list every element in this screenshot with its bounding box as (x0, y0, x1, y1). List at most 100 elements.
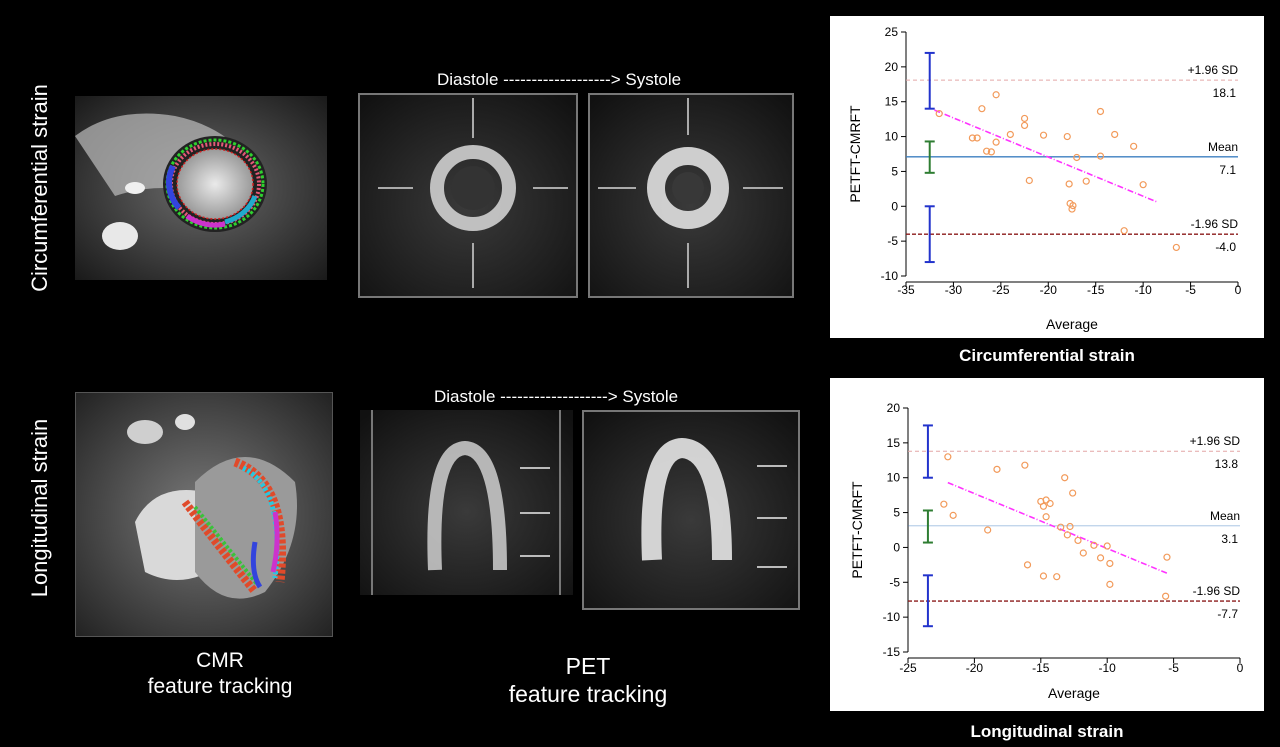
data-point (973, 134, 981, 142)
y-tick-label: -10 (883, 610, 901, 624)
data-point (1096, 554, 1105, 562)
x-tick-label: -10 (1134, 283, 1152, 297)
y-tick-label: 15 (885, 95, 899, 109)
data-point (968, 134, 976, 142)
y-tick-label: 5 (891, 164, 898, 178)
y-tick-label: 15 (887, 436, 901, 450)
pet-title-top: Diastole -------------------> Systole (437, 70, 682, 89)
data-point (1069, 489, 1077, 497)
data-point (1111, 130, 1119, 139)
x-tick-label: 0 (1235, 283, 1242, 297)
data-point (1061, 474, 1069, 482)
mean-value: 7.1 (1219, 163, 1236, 177)
data-point (1069, 201, 1077, 210)
y-axis-label: PETFT-CMRFT (847, 105, 863, 203)
data-point (1063, 132, 1071, 141)
caption-cmr: CMR feature tracking (130, 648, 310, 700)
data-point (1046, 499, 1054, 508)
pet-image-bottom-diastole (360, 410, 573, 595)
data-point (1103, 542, 1111, 550)
data-point (1082, 177, 1090, 185)
pet-title-bottom: Diastole -------------------> Systole (434, 387, 679, 406)
mean-label: Mean (1208, 140, 1238, 154)
data-point (978, 105, 986, 113)
data-point (1074, 536, 1082, 545)
y-tick-label: 5 (893, 506, 900, 520)
chart-caption-circumferential: Circumferential strain (959, 346, 1135, 365)
data-point (1130, 142, 1138, 150)
x-tick-label: -5 (1185, 283, 1196, 297)
x-tick-label: -20 (1040, 283, 1058, 297)
x-tick-label: 0 (1237, 661, 1244, 675)
data-point (1096, 107, 1105, 116)
y-tick-label: -10 (881, 269, 899, 283)
data-point (1039, 502, 1048, 510)
mean-label: Mean (1210, 509, 1240, 523)
data-point (949, 511, 957, 519)
y-tick-label: 10 (887, 471, 901, 485)
data-point (1172, 243, 1180, 252)
caption-pet-line1: PET (565, 653, 611, 679)
pet-image-bottom-systole (582, 410, 800, 610)
x-axis-label: Average (1046, 316, 1098, 332)
data-point (983, 147, 991, 155)
data-point (1039, 572, 1048, 580)
data-point (1106, 580, 1114, 588)
data-point (1096, 152, 1105, 160)
chart-caption-longitudinal: Longitudinal strain (970, 722, 1124, 741)
data-point (1023, 561, 1032, 569)
y-tick-label: 0 (893, 540, 900, 554)
row-label-longitudinal: Longitudinal strain (27, 418, 52, 598)
data-point (940, 500, 948, 508)
y-tick-label: 0 (891, 199, 898, 213)
lower-loa-label: -1.96 SD (1193, 584, 1241, 598)
y-tick-label: -5 (887, 234, 898, 248)
upper-loa-label: +1.96 SD (1188, 63, 1239, 77)
data-point (1163, 553, 1171, 561)
upper-loa-label: +1.96 SD (1190, 434, 1241, 448)
data-point (1039, 131, 1048, 139)
y-tick-label: -5 (889, 575, 900, 589)
x-tick-label: -10 (1099, 661, 1117, 675)
data-point (993, 465, 1001, 473)
data-point (1057, 523, 1065, 531)
data-point (1025, 176, 1033, 185)
data-point (1006, 130, 1014, 139)
y-tick-label: 25 (885, 25, 899, 39)
data-point (935, 109, 943, 118)
x-tick-label: -15 (1087, 283, 1105, 297)
y-tick-label: -15 (883, 645, 901, 659)
upper-loa-value: 18.1 (1213, 86, 1237, 100)
x-axis-label: Average (1048, 685, 1100, 701)
data-point (1020, 114, 1029, 123)
caption-cmr-line1: CMR (196, 649, 244, 672)
x-tick-label: -15 (1032, 661, 1050, 675)
data-point (992, 138, 1000, 146)
pet-image-top-systole (588, 93, 794, 298)
chart-svg-circumferential: -10 -5 0 5 10 15 20 25 -35 -30 -25 -20 -15 -10 -5 0 Aver… (847, 25, 1242, 332)
row-label-circumferential: Circumferential strain (27, 84, 52, 292)
lower-loa-value: -4.0 (1215, 240, 1236, 254)
y-tick-label: 10 (885, 130, 899, 144)
data-point (1106, 559, 1114, 568)
lower-loa-value: -7.7 (1217, 607, 1238, 621)
caption-pet: PET feature tracking (478, 652, 698, 708)
bland-altman-chart-circumferential: -10 -5 0 5 10 15 20 25 -35 -30 -25 -20 -15 -10 -5 0 Aver… (830, 16, 1264, 338)
data-point (1120, 227, 1128, 235)
data-point (984, 526, 992, 534)
mean-value: 3.1 (1221, 532, 1238, 546)
bland-altman-chart-longitudinal: -15 -10 -5 0 5 10 15 20 -25 -20 -15 -10 -5 0 Average PE… (830, 378, 1264, 711)
data-point (987, 148, 995, 156)
data-point (1073, 153, 1081, 162)
x-tick-label: -20 (966, 661, 984, 675)
data-point (1139, 181, 1147, 189)
data-point (1066, 522, 1074, 531)
data-point (1079, 549, 1087, 557)
chart-svg-longitudinal: -15 -10 -5 0 5 10 15 20 -25 -20 -15 -10 -5 0 Average PE… (849, 401, 1244, 701)
cmr-image-short-axis (75, 96, 327, 280)
data-point (944, 453, 952, 461)
data-point (1053, 573, 1061, 581)
data-point (1020, 121, 1029, 130)
x-tick-label: -25 (899, 661, 917, 675)
x-tick-label: -25 (992, 283, 1010, 297)
